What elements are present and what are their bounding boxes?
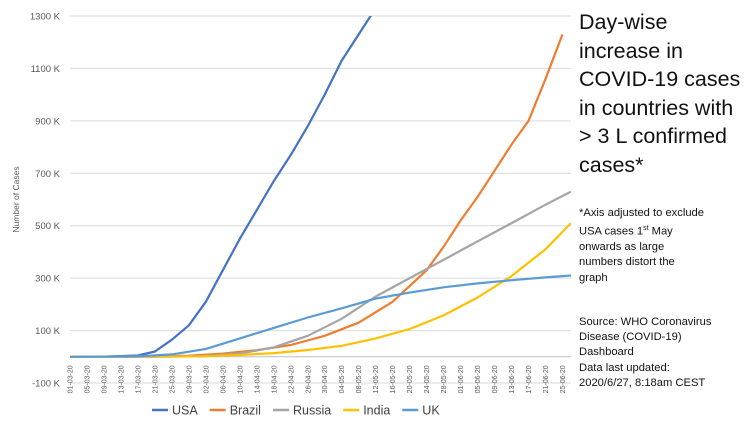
- x-tick-label: 09-03-20: [101, 365, 108, 393]
- series-line-india: [70, 222, 571, 358]
- y-tick-label: 1100 K: [31, 64, 61, 75]
- series-line-russia: [70, 190, 571, 358]
- x-tick-label: 14-04-20: [254, 365, 261, 393]
- x-tick-label: 13-03-20: [118, 365, 125, 393]
- x-tick-label: 02-04-20: [203, 365, 210, 393]
- x-tick-label: 18-04-20: [271, 365, 278, 393]
- x-tick-label: 21-06-20: [543, 365, 550, 393]
- x-tick-label: 22-04-20: [288, 365, 295, 393]
- last-updated-note: Data last updated: 2020/6/27, 8:18am CES…: [579, 362, 706, 390]
- x-tick-label: 05-06-20: [475, 365, 482, 393]
- x-tick-label: 30-04-20: [322, 365, 329, 393]
- legend-label-uk: UK: [422, 404, 440, 418]
- x-tick-label: 29-03-20: [186, 365, 193, 393]
- x-tick-label: 25-06-20: [560, 365, 567, 393]
- series-line-usa: [70, 16, 372, 358]
- y-tick-label: 1300 K: [30, 12, 61, 23]
- x-tick-label: 17-06-20: [526, 365, 533, 393]
- x-tick-label: 26-04-20: [305, 365, 312, 393]
- chart-title: Day-wise increase in COVID-19 cases in c…: [579, 10, 741, 177]
- x-tick-label: 04-05-20: [339, 365, 346, 393]
- source-note: Source: WHO Coronavirus Disease (COVID-1…: [579, 316, 712, 359]
- x-tick-label: 21-03-20: [152, 365, 159, 393]
- x-tick-label: 16-05-20: [390, 365, 397, 393]
- y-tick-label: 900 K: [35, 116, 60, 127]
- x-tick-label: 25-03-20: [169, 365, 176, 393]
- x-tick-label: 08-05-20: [356, 365, 363, 393]
- axis-footnote: *Axis adjusted to exclude USA cases 1st …: [579, 207, 705, 284]
- series-line-uk: [70, 274, 571, 358]
- x-tick-label: 10-04-20: [237, 365, 244, 393]
- x-tick-label: 28-05-20: [441, 365, 448, 393]
- x-tick-label: 17-03-20: [135, 365, 142, 393]
- y-tick-label: 100 K: [35, 326, 60, 337]
- y-tick-label: 700 K: [35, 169, 60, 180]
- x-tick-label: 01-03-20: [68, 365, 75, 393]
- legend-label-india: India: [363, 404, 390, 418]
- x-tick-label: 12-05-20: [373, 365, 380, 393]
- x-tick-label: 01-06-20: [458, 365, 465, 393]
- series-line-brazil: [70, 34, 564, 358]
- x-tick-label: 05-03-20: [84, 365, 91, 393]
- x-tick-label: 13-06-20: [509, 365, 516, 393]
- y-tick-label: 500 K: [35, 221, 60, 232]
- y-tick-label: 300 K: [35, 274, 60, 285]
- x-tick-label: 09-06-20: [492, 365, 499, 393]
- x-tick-label: 24-05-20: [424, 365, 431, 393]
- y-axis-title: Number of Cases: [11, 166, 21, 232]
- x-tick-label: 06-04-20: [220, 365, 227, 393]
- y-tick-label: -100 K: [32, 379, 61, 390]
- legend-label-brazil: Brazil: [230, 404, 261, 418]
- legend-label-usa: USA: [172, 404, 198, 418]
- legend-label-russia: Russia: [293, 404, 331, 418]
- x-tick-label: 20-05-20: [407, 365, 414, 393]
